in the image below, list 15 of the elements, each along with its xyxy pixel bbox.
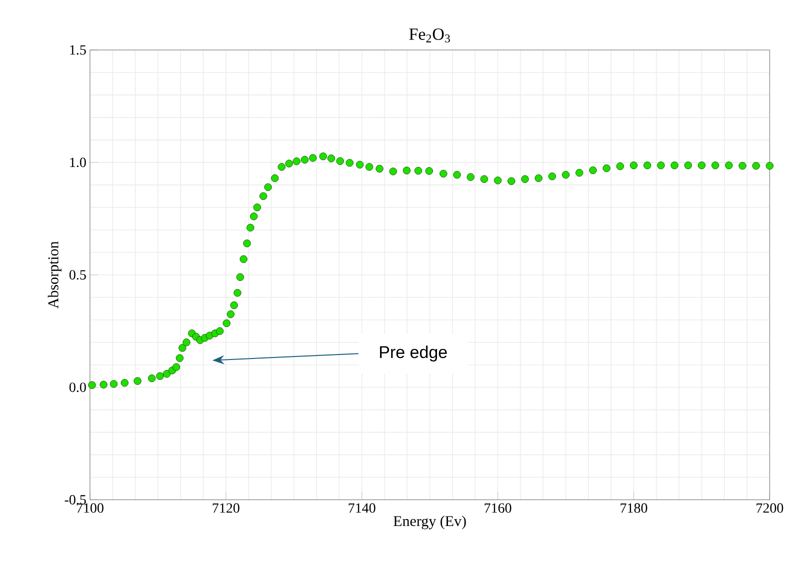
annotation: Pre edge	[380, 346, 447, 362]
y-tick-label: 0.5	[69, 270, 86, 280]
chart-title: Fe$_{2}$O$_{3}$	[409, 28, 450, 43]
y-tick-label: 1.0	[70, 158, 86, 168]
x-tick-label: 7180	[620, 503, 648, 513]
x-axis-title: Energy (Ev)	[394, 516, 466, 530]
x-tick-label: 7200	[756, 503, 784, 513]
y-tick-label: -0.5	[64, 495, 86, 505]
y-tick-label: 0.0	[69, 382, 86, 392]
y-axis-title: Absorption	[48, 241, 62, 309]
y-tick-label: 1.5	[70, 45, 86, 55]
x-tick-label: 7140	[348, 503, 376, 513]
x-tick-label: 7100	[76, 503, 104, 513]
x-tick-label: 7160	[484, 503, 512, 513]
x-tick-label: 7120	[212, 503, 240, 513]
